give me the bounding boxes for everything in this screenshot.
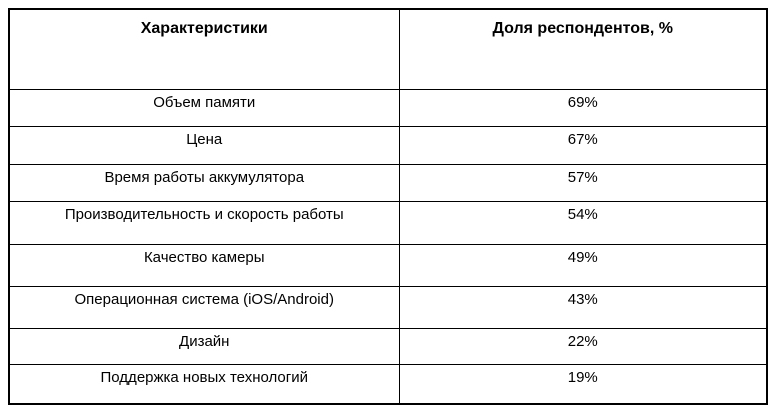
table-row: Качество камеры 49%	[8, 243, 768, 287]
table-row: Цена 67%	[8, 125, 768, 165]
characteristic-cell: Качество камеры	[8, 243, 400, 287]
header-row: Характеристики Доля респондентов, %	[8, 8, 768, 90]
value-cell: 69%	[398, 88, 768, 127]
characteristic-cell: Производительность и скорость работы	[8, 200, 400, 245]
value-cell: 67%	[398, 125, 768, 165]
table-row: Дизайн 22%	[8, 327, 768, 365]
table-row: Поддержка новых технологий 19%	[8, 363, 768, 405]
table-row: Объем памяти 69%	[8, 88, 768, 127]
value-cell: 19%	[398, 363, 768, 405]
column-header-respondents-share: Доля респондентов, %	[398, 8, 768, 90]
characteristic-cell: Операционная система (iOS/Android)	[8, 285, 400, 329]
value-cell: 43%	[398, 285, 768, 329]
characteristic-cell: Цена	[8, 125, 400, 165]
characteristic-cell: Дизайн	[8, 327, 400, 365]
table-row: Время работы аккумулятора 57%	[8, 163, 768, 202]
column-header-characteristics: Характеристики	[8, 8, 400, 90]
table-row: Производительность и скорость работы 54%	[8, 200, 768, 245]
characteristic-cell: Объем памяти	[8, 88, 400, 127]
value-cell: 49%	[398, 243, 768, 287]
value-cell: 57%	[398, 163, 768, 202]
table-row: Операционная система (iOS/Android) 43%	[8, 285, 768, 329]
value-cell: 54%	[398, 200, 768, 245]
characteristic-cell: Поддержка новых технологий	[8, 363, 400, 405]
respondents-characteristics-table: Характеристики Доля респондентов, % Объе…	[8, 8, 768, 405]
value-cell: 22%	[398, 327, 768, 365]
characteristic-cell: Время работы аккумулятора	[8, 163, 400, 202]
